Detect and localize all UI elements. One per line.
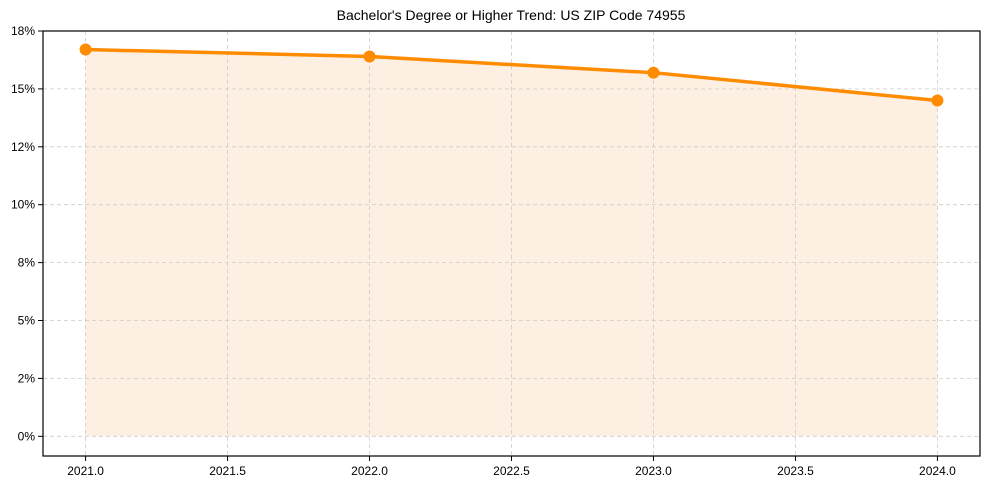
data-point-marker[interactable]: 2023: 15.7% <box>647 66 660 79</box>
x-tick-label: 2022.5 <box>493 464 530 478</box>
chart-title: Bachelor's Degree or Higher Trend: US ZI… <box>337 7 686 23</box>
y-tick-label: 15% <box>11 82 35 96</box>
x-tick-label: 2021.5 <box>209 464 246 478</box>
y-tick-label: 0% <box>18 429 36 443</box>
series-line-0 <box>83 47 940 103</box>
x-tick-label: 2023.5 <box>777 464 814 478</box>
x-tick-label: 2023.0 <box>635 464 672 478</box>
data-point-marker[interactable]: 2024: 14.5% <box>931 94 944 107</box>
y-tick-label: 12% <box>11 140 35 154</box>
y-axis-ticks: 0% 2% 5% 8% 10% 12% 15% 18% <box>11 24 43 443</box>
x-tick-label: 2021.0 <box>67 464 104 478</box>
y-tick-label: 8% <box>18 256 36 270</box>
y-tick-label: 18% <box>11 24 35 38</box>
x-tick-label: 2024.0 <box>919 464 956 478</box>
y-tick-label: 5% <box>18 314 36 328</box>
data-point-marker[interactable]: 2021: 16.7% <box>79 43 92 56</box>
y-tick-label: 10% <box>11 198 35 212</box>
data-series: 2021: 16.7% 2022: 16.4% 2023: 15.7% 2024: 1… <box>79 43 944 107</box>
y-tick-label: 2% <box>18 371 36 385</box>
x-axis-ticks: 2021.0 2021.5 2022.0 2022.5 2023.0 2023.5 2024… <box>67 456 956 478</box>
data-point-marker[interactable]: 2022: 16.4% <box>363 50 376 63</box>
x-tick-label: 2022.0 <box>351 464 388 478</box>
